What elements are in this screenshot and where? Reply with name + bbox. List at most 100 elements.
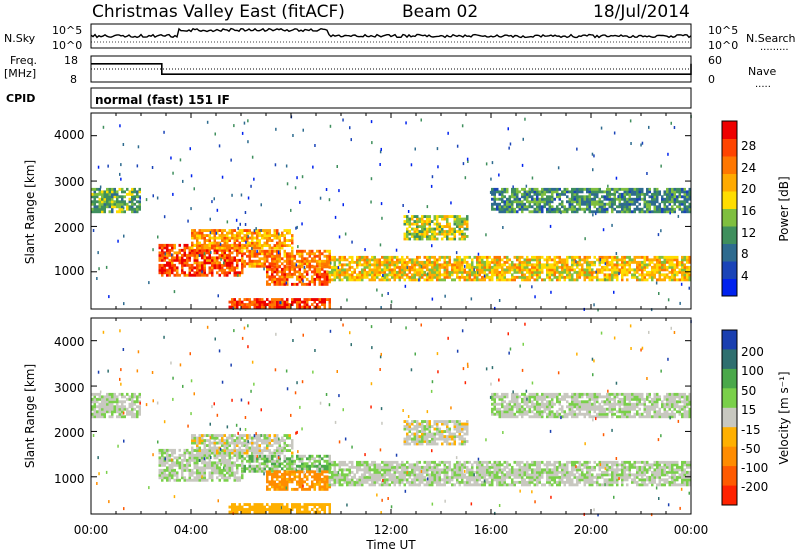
power-noise-point: [120, 177, 122, 181]
power-cell: [373, 270, 376, 274]
power-cell: [466, 222, 469, 226]
velocity-cell: [318, 462, 321, 466]
velocity-cell: [333, 480, 336, 484]
power-cell: [193, 251, 196, 255]
power-cell: [611, 273, 614, 277]
velocity-cell: [218, 461, 221, 465]
power-cell: [253, 262, 256, 266]
velocity-cell: [231, 468, 234, 472]
power-cell: [646, 205, 649, 209]
velocity-cell: [163, 468, 166, 472]
power-cell: [668, 192, 671, 196]
power-cell: [268, 254, 271, 258]
power-cell: [676, 263, 679, 267]
power-cell: [621, 207, 624, 211]
velocity-cell: [356, 468, 359, 472]
power-cell: [256, 241, 259, 245]
power-cell: [228, 271, 231, 275]
power-cell: [178, 261, 181, 265]
power-cell: [368, 273, 371, 277]
velocity-cell: [216, 466, 219, 470]
power-cell: [546, 270, 549, 274]
power-cell: [418, 263, 421, 267]
power-cell: [248, 259, 251, 263]
power-cell: [348, 255, 351, 259]
power-cell: [413, 232, 416, 236]
power-cell: [193, 271, 196, 275]
velocity-cell: [323, 485, 326, 489]
velocity-cell: [203, 451, 206, 455]
power-cell: [303, 300, 306, 304]
power-cell: [331, 258, 334, 262]
power-cell: [608, 273, 611, 277]
power-cell: [521, 270, 524, 274]
velocity-cell: [246, 510, 249, 514]
velocity-cell: [276, 475, 279, 479]
power-cell: [98, 197, 101, 201]
power-cell: [488, 265, 491, 269]
power-cell: [671, 197, 674, 201]
velocity-cell: [266, 434, 269, 437]
power-cell: [673, 187, 676, 191]
power-cell: [386, 273, 389, 277]
power-cell: [426, 275, 429, 279]
power-cell: [686, 268, 689, 272]
velocity-cell: [293, 462, 296, 466]
power-cell: [533, 192, 536, 196]
power-cell: [301, 262, 304, 266]
power-cell: [576, 210, 579, 214]
power-cell: [431, 227, 434, 231]
power-cell: [203, 253, 206, 257]
power-cell: [241, 266, 244, 270]
velocity-cell: [108, 415, 111, 419]
power-cell: [493, 273, 496, 277]
velocity-cell: [226, 453, 229, 457]
power-cell: [518, 200, 521, 204]
velocity-cell: [198, 449, 201, 452]
velocity-cell: [268, 480, 271, 484]
power-cell: [308, 265, 311, 269]
power-cell: [326, 249, 329, 253]
velocity-cell: [246, 441, 249, 445]
power-cell: [191, 231, 194, 235]
power-cell: [501, 210, 504, 214]
power-cell: [631, 200, 634, 204]
power-cell: [441, 225, 444, 228]
power-noise-point: [151, 166, 154, 169]
velocity-cell: [276, 436, 279, 440]
power-cell: [463, 258, 466, 262]
power-cell: [588, 270, 591, 274]
power-noise-point: [251, 155, 254, 159]
power-cell: [443, 265, 446, 269]
velocity-cell: [106, 392, 109, 396]
velocity-cell: [183, 463, 186, 467]
power-cell: [293, 267, 296, 271]
power-cell: [461, 268, 464, 272]
velocity-cell: [203, 473, 206, 477]
power-cell: [516, 258, 519, 262]
power-cell: [596, 210, 599, 214]
power-cell: [638, 255, 641, 259]
power-cell: [283, 241, 286, 245]
power-cell: [446, 222, 449, 226]
velocity-cell: [281, 439, 284, 442]
power-cell: [491, 192, 494, 196]
velocity-cell: [133, 415, 136, 419]
velocity-cell: [108, 392, 111, 396]
power-cell: [666, 195, 669, 199]
power-cell: [586, 205, 589, 209]
velocity-cell: [346, 475, 349, 479]
power-cell: [526, 258, 529, 262]
power-cell: [181, 266, 184, 270]
power-cell: [666, 260, 669, 264]
power-cell: [561, 202, 564, 206]
power-cell: [196, 261, 199, 265]
velocity-cell: [318, 510, 321, 514]
power-cell: [378, 265, 381, 269]
velocity-cell: [291, 503, 294, 506]
power-cell: [441, 215, 444, 218]
power-cell: [201, 266, 204, 270]
velocity-cell: [318, 505, 321, 509]
power-cell: [556, 205, 559, 209]
power-cell: [191, 243, 194, 247]
